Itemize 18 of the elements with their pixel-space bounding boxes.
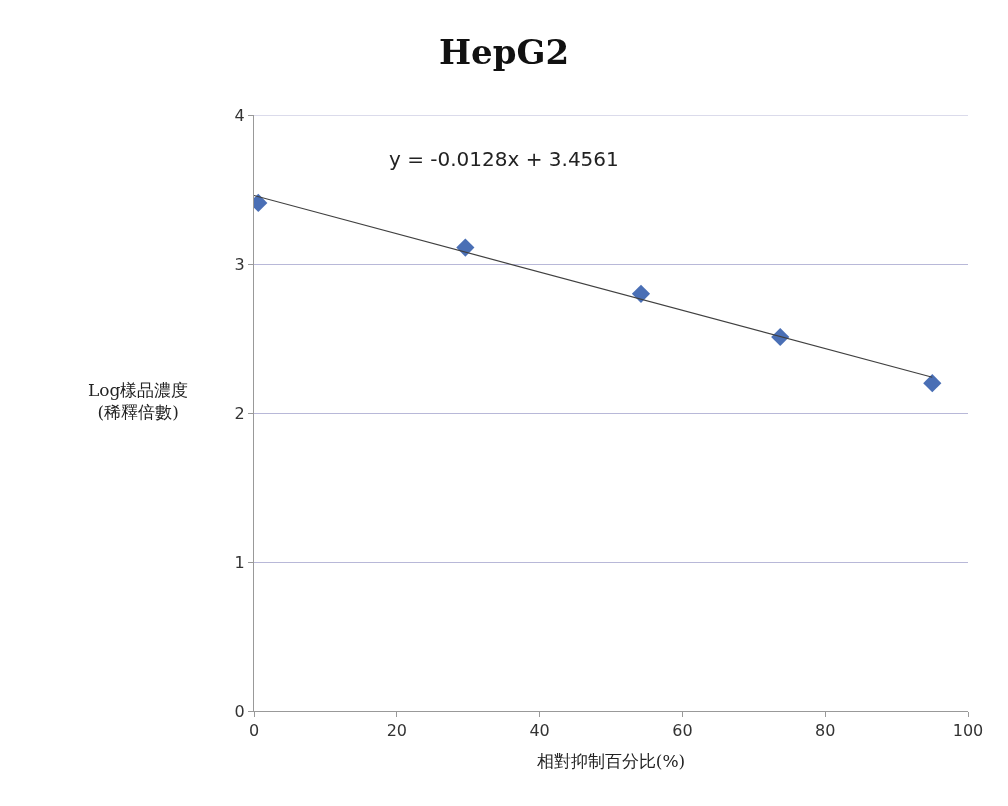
y-tick-label: 1 xyxy=(234,552,245,572)
y-tick-label: 2 xyxy=(234,403,245,423)
y-tick-label: 4 xyxy=(234,105,245,125)
x-tick-label: 100 xyxy=(952,721,984,741)
x-tick-label: 40 xyxy=(529,721,550,741)
y-axis-title: Log樣品濃度 (稀釋倍數) xyxy=(88,380,189,423)
x-axis-title: 相對抑制百分比(%) xyxy=(536,750,686,771)
annotation: y = -0.0128x + 3.4561 xyxy=(389,147,619,171)
y-tick-label: 3 xyxy=(234,254,245,274)
point xyxy=(923,374,942,393)
chart-title: HepG2 xyxy=(438,32,570,73)
x-tick-label: 60 xyxy=(672,721,693,741)
x-tick-label: 80 xyxy=(815,721,836,741)
x-tick-label: 20 xyxy=(386,721,407,741)
y-tick-label: 0 xyxy=(234,701,245,721)
point xyxy=(456,238,475,257)
x-tick-label: 0 xyxy=(248,721,260,741)
point xyxy=(631,284,651,303)
